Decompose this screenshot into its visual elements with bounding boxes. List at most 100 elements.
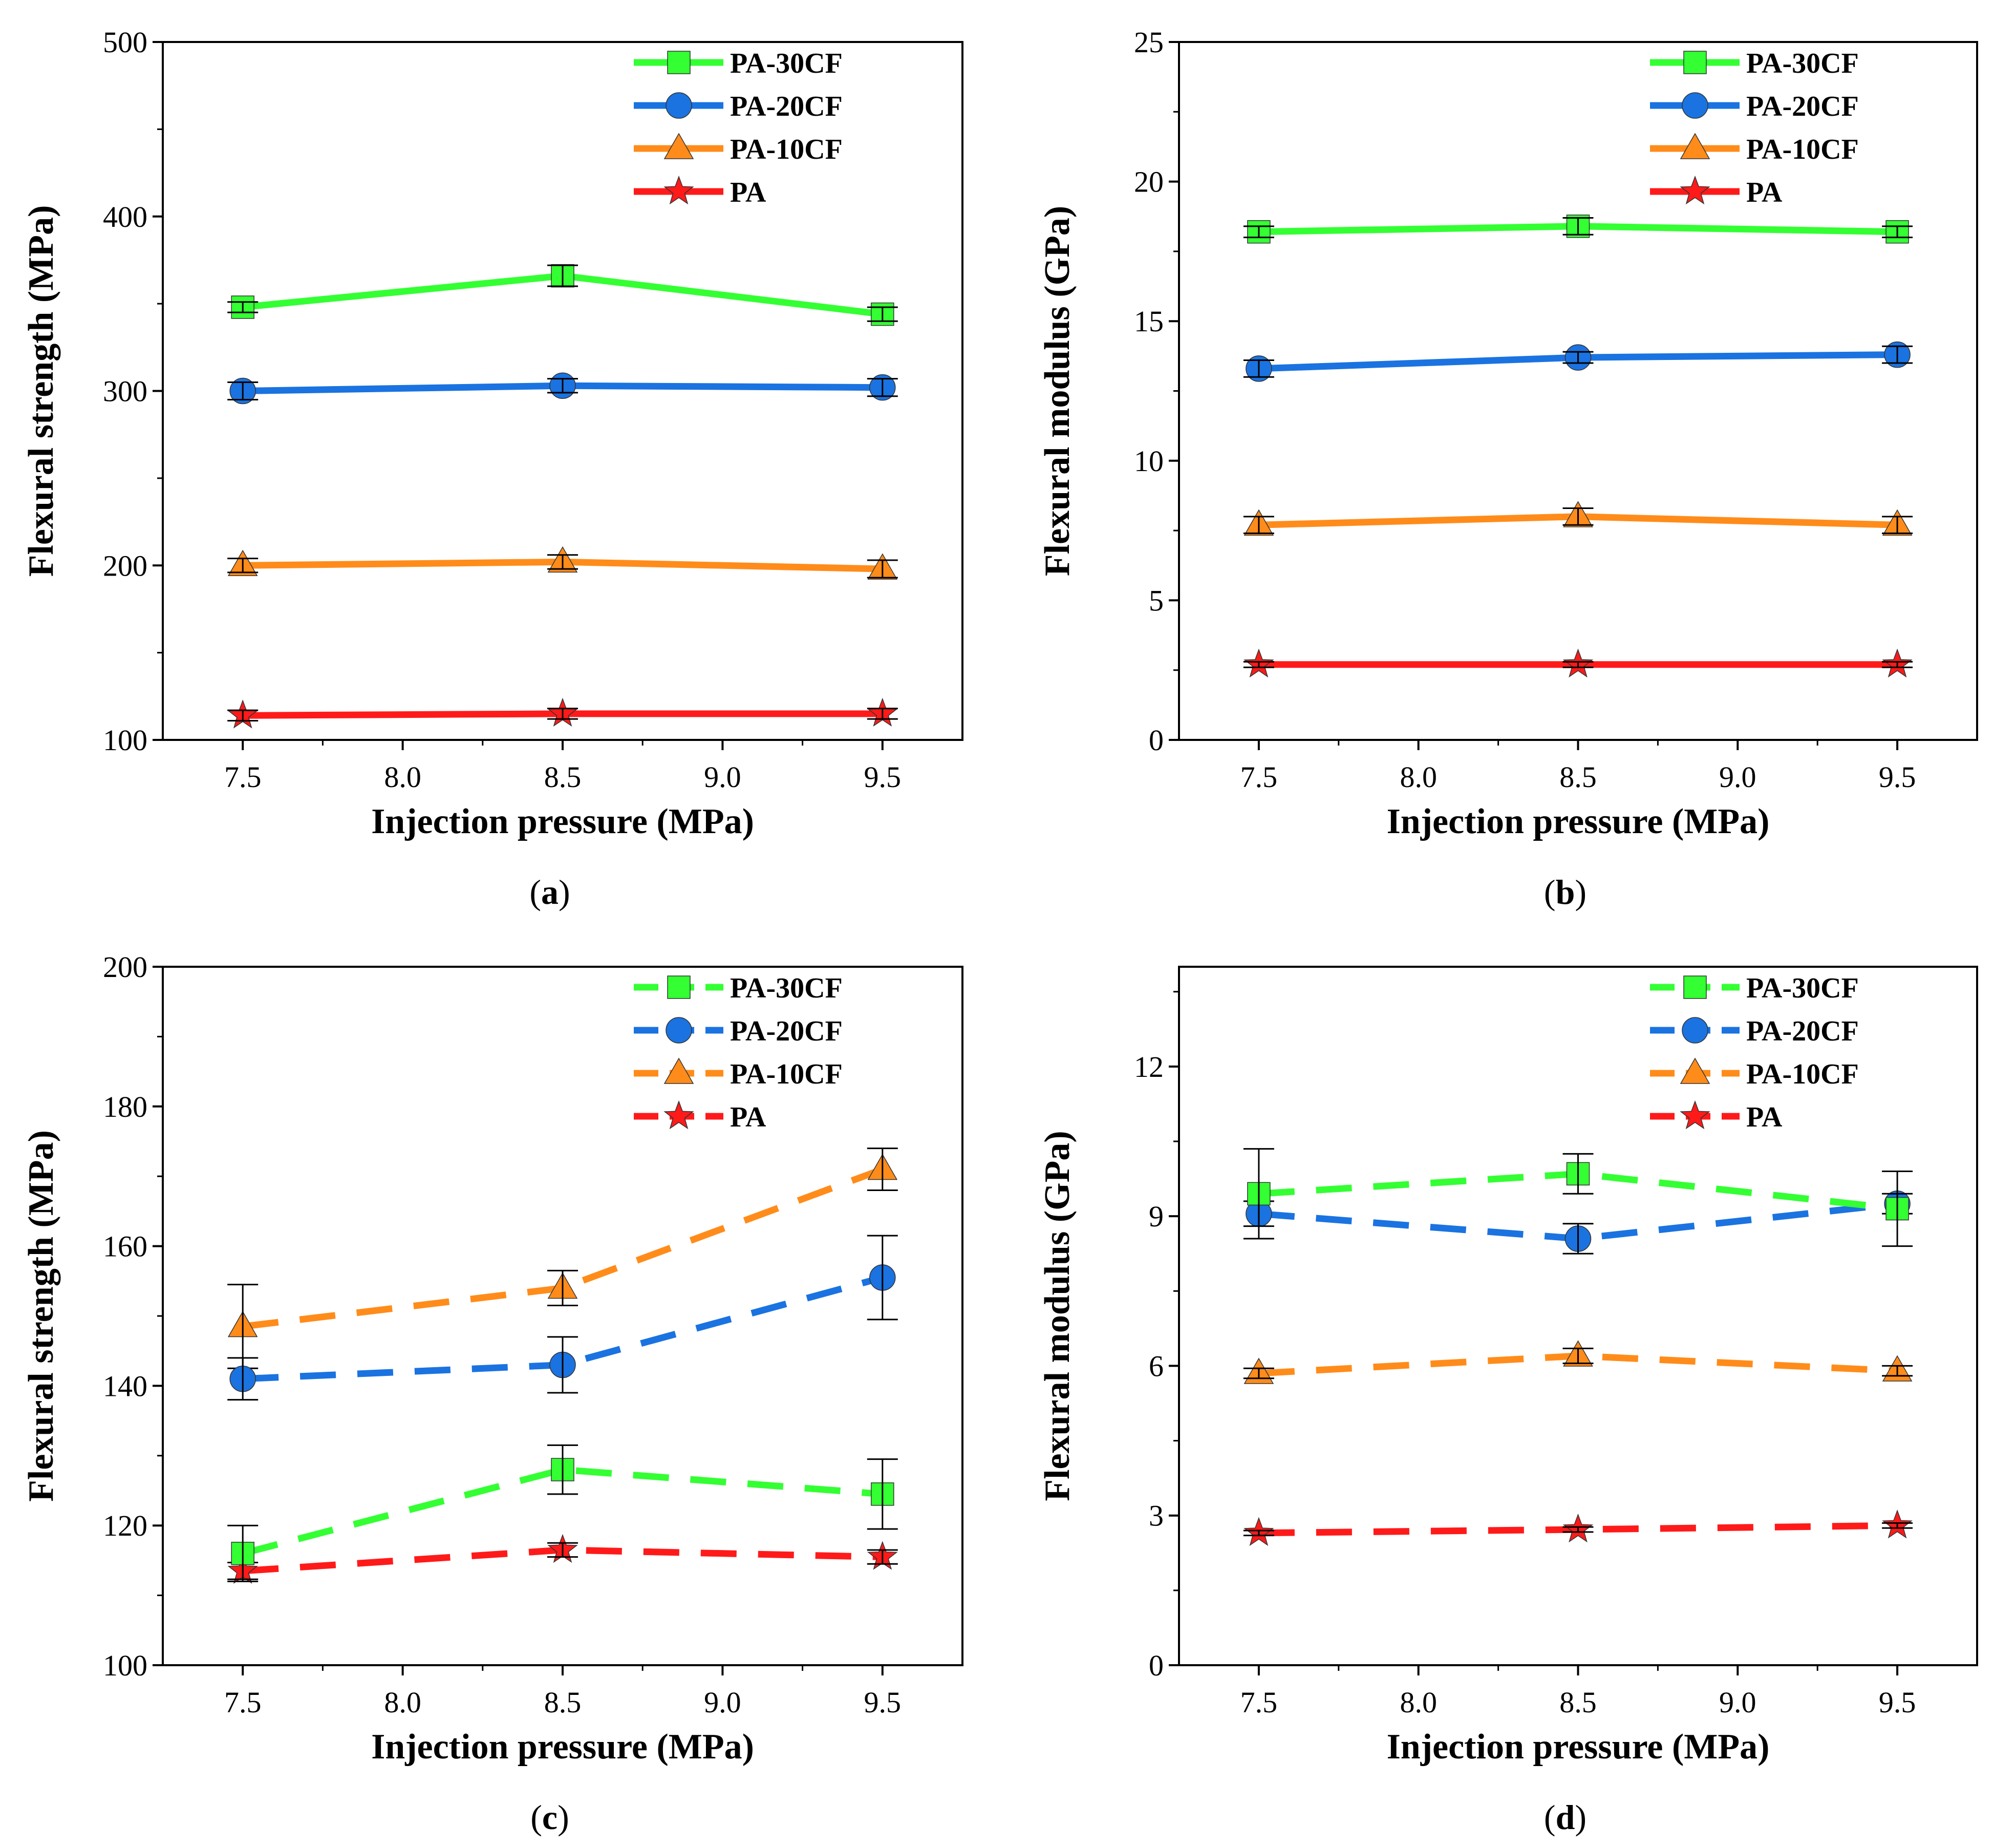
y-axis-title: Flexural modulus (GPa) [1038,206,1077,576]
x-tick-label: 8.5 [544,760,582,794]
y-tick-label: 500 [103,26,147,59]
x-axis-title: Injection pressure (MPa) [371,1727,754,1767]
series-pa-30cf [1243,215,1913,244]
x-tick-label: 8.0 [384,760,421,794]
legend-marker [666,1017,692,1044]
x-tick-label: 9.5 [864,760,902,794]
legend-marker [1680,1057,1710,1084]
series-pa-10cf [227,546,898,580]
series-pa [1243,1510,1913,1546]
y-tick-label: 15 [1134,305,1164,338]
series-pa-30cf [227,1444,898,1582]
legend-label: PA [730,177,766,208]
series-pa-20cf [227,372,898,405]
y-tick-label: 300 [103,375,147,408]
x-axis-title: Injection pressure (MPa) [371,802,754,841]
legend-label: PA-30CF [730,48,843,79]
legend-label: PA-30CF [730,972,843,1004]
y-tick-label: 20 [1134,165,1164,199]
legend-label: PA-30CF [1746,972,1859,1004]
x-tick-label: 7.5 [1240,1686,1278,1719]
y-tick-label: 400 [103,200,147,233]
series-pa [227,1534,898,1584]
data-point-marker [1885,220,1909,244]
legend: PA-30CF PA-20CF PA-10CF PA [1650,972,1859,1133]
y-tick-label: 12 [1134,1050,1164,1084]
series-pa-20cf [1243,341,1913,382]
y-tick-label: 0 [1149,1649,1164,1682]
y-tick-label: 5 [1149,584,1164,617]
series-pa-30cf [1243,1148,1913,1247]
y-axis-title: Flexural modulus (GPa) [1038,1131,1077,1501]
legend-marker [663,133,694,159]
y-tick-label: 160 [103,1230,147,1263]
x-tick-label: 7.5 [224,760,262,794]
y-tick-label: 200 [103,950,147,984]
x-tick-label: 7.5 [1240,760,1278,794]
x-tick-label: 9.5 [864,1686,902,1719]
series-pa-20cf [1243,1191,1913,1255]
legend-marker [666,92,692,119]
x-tick-label: 8.0 [1400,1686,1437,1719]
x-tick-label: 9.0 [1719,760,1756,794]
y-tick-label: 0 [1149,724,1164,757]
x-tick-label: 9.0 [704,1686,741,1719]
panel-c: 7.5 8.0 8.5 9.0 9.5 100 120 140 160 180 200 Injecti… [22,950,963,1837]
legend-marker [1683,975,1707,999]
legend-marker [1683,51,1707,74]
legend-label: PA-20CF [1746,1015,1859,1047]
x-tick-label: 8.5 [1559,760,1597,794]
legend: PA-30CF PA-20CF PA-10CF PA [634,972,843,1133]
panel-caption: (d) [1544,1798,1586,1837]
x-tick-label: 8.5 [1559,1686,1597,1719]
legend-marker [1682,92,1708,119]
series-line [242,1466,883,1557]
legend-marker [663,1100,694,1130]
legend-marker [667,975,691,999]
legend-marker [1680,133,1710,159]
legend-label: PA [730,1101,766,1133]
x-tick-label: 9.0 [704,760,741,794]
legend-marker [663,1057,694,1084]
x-tick-label: 7.5 [224,1686,262,1719]
panel-d: 7.5 8.0 8.5 9.0 9.5 0 3 6 9 12 Injection pressure … [1038,966,1978,1837]
y-tick-label: 25 [1134,26,1164,59]
x-tick-label: 8.0 [1400,760,1437,794]
legend-label: PA [1746,177,1783,208]
y-tick-label: 100 [103,1649,147,1682]
y-tick-label: 100 [103,724,147,757]
y-tick-label: 120 [103,1509,147,1542]
panel-caption: (c) [530,1798,569,1837]
x-axis-title: Injection pressure (MPa) [1387,802,1770,841]
legend-marker [1680,175,1710,205]
y-tick-label: 10 [1134,444,1164,478]
x-tick-label: 8.5 [544,1686,582,1719]
legend-label: PA-20CF [1746,91,1859,122]
y-tick-label: 6 [1149,1349,1164,1383]
y-tick-label: 3 [1149,1499,1164,1533]
panel-a: 7.5 8.0 8.5 9.0 9.5 100 200 300 400 500 Injection … [22,26,963,911]
legend-marker [663,175,694,205]
legend-marker [1680,1100,1710,1130]
y-axis-title: Flexural strength (MPa) [22,205,61,577]
series-pa-10cf [1243,1340,1913,1384]
panel-caption: (a) [529,873,570,911]
x-tick-label: 8.0 [384,1686,421,1719]
legend-label: PA-10CF [730,1058,843,1090]
legend-marker [1682,1017,1708,1044]
x-tick-label: 9.0 [1719,1686,1756,1719]
legend-label: PA-10CF [730,134,843,165]
legend-label: PA-10CF [1746,1058,1859,1090]
legend: PA-30CF PA-20CF PA-10CF PA [634,48,843,208]
series-pa-20cf [227,1235,898,1401]
series-pa [1243,648,1913,678]
series-pa [227,697,898,729]
legend-label: PA-10CF [1746,134,1859,165]
panel-caption: (b) [1544,873,1586,911]
legend-label: PA-20CF [730,91,843,122]
legend: PA-30CF PA-20CF PA-10CF PA [1650,48,1859,208]
series-pa-10cf [1243,501,1913,536]
x-tick-label: 9.5 [1879,1686,1916,1719]
series-pa-10cf [227,1148,898,1369]
